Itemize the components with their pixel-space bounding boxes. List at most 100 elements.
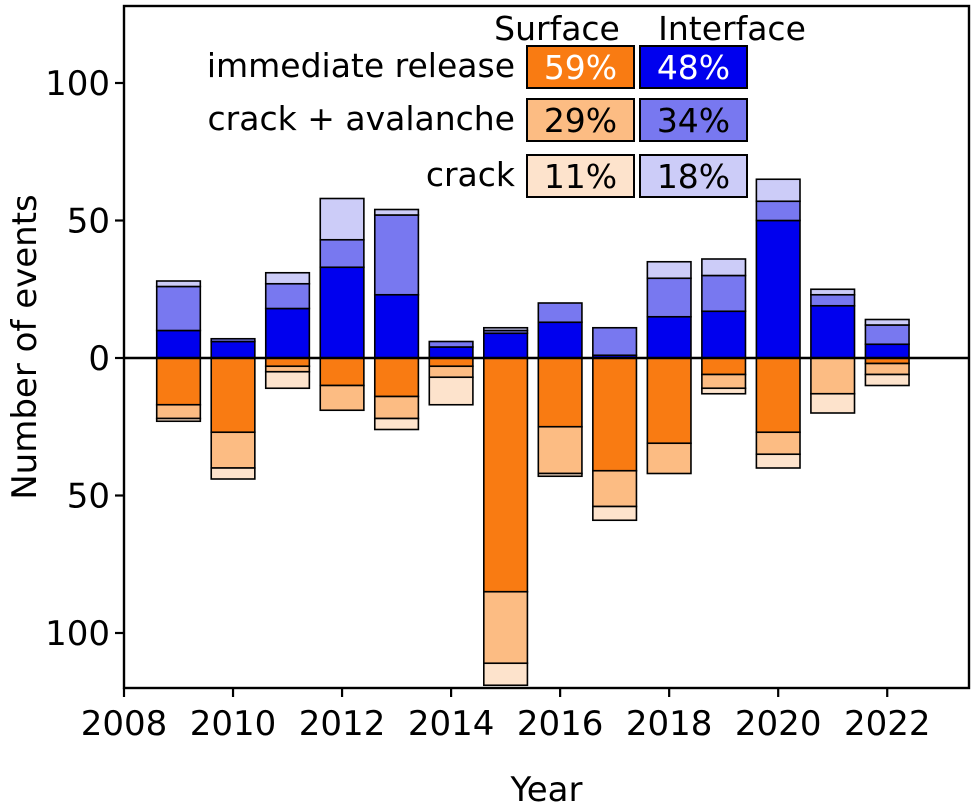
legend-swatch-interface [639, 45, 748, 89]
bar-interface-crack-2022 [864, 318, 910, 326]
legend-swatch-interface [639, 98, 748, 142]
bar-interface-immediate-release-2009 [155, 329, 202, 359]
legend-swatch-interface [639, 154, 748, 198]
bar-surface-crack-2014 [428, 376, 474, 406]
bar-interface-crack-avalanche-2019 [701, 274, 747, 313]
bar-interface-crack-avalanche-2020 [755, 200, 801, 222]
x-tick-label: 2022 [844, 704, 931, 744]
bar-interface-crack-avalanche-2022 [864, 324, 910, 346]
bar-interface-crack-2015 [483, 326, 529, 332]
bar-surface-crack-avalanche-2016 [537, 425, 583, 475]
bar-surface-crack-2013 [373, 417, 420, 431]
bar-interface-crack-2020 [755, 178, 801, 203]
bar-interface-immediate-release-2013 [373, 293, 420, 359]
x-tick-label: 2012 [299, 704, 386, 744]
bar-surface-crack-avalanche-2022 [864, 362, 910, 376]
legend-row-label: immediate release [207, 46, 515, 85]
y-tick-label: 0 [88, 339, 110, 379]
legend-header-interface: Interface [658, 9, 806, 48]
y-tick-label: 100 [45, 614, 110, 654]
legend-pct-interface: 18% [657, 157, 730, 196]
bar-surface-crack-2020 [755, 453, 801, 469]
legend-rows: immediate release 59% 48% crack + avalanche… [207, 45, 748, 198]
bar-surface-crack-2022 [864, 373, 910, 387]
bar-interface-crack-2013 [373, 208, 420, 216]
bar-interface-crack-avalanche-2014 [428, 340, 474, 348]
bar-interface-immediate-release-2019 [701, 310, 747, 359]
x-axis-title: Year [510, 770, 583, 809]
bar-interface-immediate-release-2012 [319, 266, 365, 359]
bar-interface-crack-2012 [319, 197, 365, 241]
x-tick-label: 2018 [626, 704, 713, 744]
bar-interface-crack-avalanche-2018 [646, 277, 692, 318]
bar-surface-immediate-release-2012 [319, 357, 365, 387]
bar-surface-crack-avalanche-2021 [810, 357, 856, 395]
bar-surface-crack-avalanche-2017 [592, 469, 638, 508]
bar-surface-immediate-release-2018 [646, 357, 692, 445]
bar-interface-immediate-release-2015 [483, 332, 529, 359]
bar-interface-crack-2011 [264, 271, 311, 285]
bar-interface-crack-2009 [155, 280, 202, 288]
bar-surface-crack-avalanche-2010 [210, 431, 256, 469]
bar-surface-immediate-release-2013 [373, 357, 420, 398]
bar-interface-crack-avalanche-2012 [319, 238, 365, 269]
bar-interface-crack-avalanche-2011 [264, 282, 311, 310]
x-tick-label: 2016 [517, 704, 604, 744]
y-axis-ticks: 100 50 0 50 100 [45, 64, 124, 654]
legend-row-label: crack [426, 155, 516, 194]
legend-pct-surface: 11% [544, 157, 617, 196]
legend-swatch-surface [526, 45, 635, 89]
bar-surface-crack-avalanche-2012 [319, 384, 365, 412]
x-tick-label: 2010 [190, 704, 277, 744]
bar-surface-crack-2010 [210, 467, 256, 480]
legend-header-surface: Surface [494, 9, 620, 48]
bar-interface-immediate-release-2020 [755, 219, 801, 359]
bar-surface-crack-2021 [810, 392, 856, 414]
bar-surface-crack-2009 [155, 417, 202, 423]
bar-interface-immediate-release-2018 [646, 315, 692, 359]
bar-interface-crack-avalanche-2009 [155, 285, 202, 332]
legend-pct-interface: 48% [657, 48, 730, 87]
legend-pct-surface: 29% [544, 101, 617, 140]
legend-pct-surface: 59% [544, 48, 617, 87]
bar-surface-immediate-release-2009 [155, 357, 202, 406]
bar-interface-immediate-release-2011 [264, 307, 311, 359]
plot-frame [122, 4, 971, 690]
bar-surface-crack-avalanche-2018 [646, 442, 692, 475]
x-axis-ticks: 2008 2010 2012 2014 2016 2018 2020 2022 [81, 688, 931, 744]
bar-interface-immediate-release-2016 [537, 321, 583, 359]
legend-swatch-surface [526, 154, 635, 198]
bar-surface-crack-2015 [483, 662, 529, 687]
legend-swatch-surface [526, 98, 635, 142]
x-tick-label: 2008 [81, 704, 168, 744]
x-tick-label: 2014 [408, 704, 495, 744]
bar-surface-immediate-release-2014 [428, 357, 474, 368]
bars-layer [155, 178, 910, 687]
bar-interface-crack-2021 [810, 288, 856, 296]
bar-surface-immediate-release-2020 [755, 357, 801, 434]
bar-surface-crack-2017 [592, 505, 638, 522]
bar-surface-immediate-release-2017 [592, 357, 638, 472]
bar-interface-immediate-release-2014 [428, 346, 474, 359]
y-axis-title: Number of events [5, 194, 45, 500]
bar-surface-crack-avalanche-2009 [155, 403, 202, 420]
bar-surface-crack-avalanche-2011 [264, 365, 311, 373]
legend: Surface Interface immediate release 59% 48… [207, 9, 806, 198]
bar-surface-immediate-release-2010 [210, 357, 256, 434]
bar-interface-crack-2018 [646, 260, 692, 280]
bar-interface-crack-avalanche-2021 [810, 293, 856, 307]
bar-surface-immediate-release-2011 [264, 357, 311, 368]
bar-surface-immediate-release-2015 [483, 357, 529, 593]
bar-surface-crack-avalanche-2020 [755, 431, 801, 456]
bar-interface-crack-avalanche-2010 [210, 337, 256, 343]
y-tick-label: 100 [45, 64, 110, 104]
bar-surface-crack-avalanche-2015 [483, 590, 529, 665]
bar-interface-immediate-release-2021 [810, 304, 856, 359]
y-tick-label: 50 [67, 202, 110, 242]
bar-surface-crack-2016 [537, 472, 583, 478]
x-tick-label: 2020 [735, 704, 822, 744]
bar-surface-immediate-release-2019 [701, 357, 747, 376]
bar-interface-immediate-release-2022 [864, 343, 910, 359]
bar-surface-crack-avalanche-2013 [373, 395, 420, 420]
